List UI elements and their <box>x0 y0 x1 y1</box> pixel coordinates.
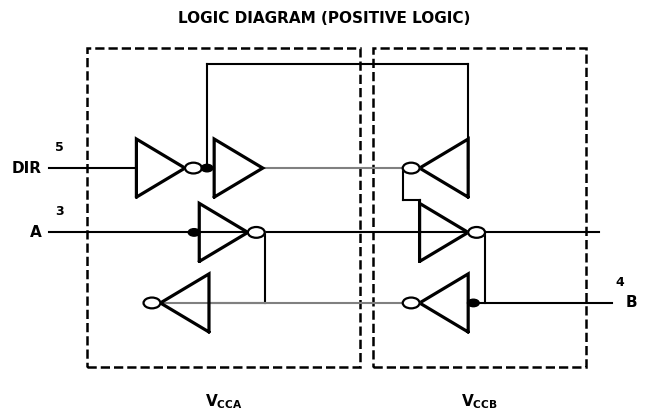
Circle shape <box>188 229 200 236</box>
Text: 4: 4 <box>616 276 625 289</box>
Circle shape <box>403 163 420 173</box>
Text: LOGIC DIAGRAM (POSITIVE LOGIC): LOGIC DIAGRAM (POSITIVE LOGIC) <box>178 11 470 26</box>
Circle shape <box>185 163 202 173</box>
Circle shape <box>403 298 420 308</box>
Text: B: B <box>625 295 637 310</box>
Circle shape <box>143 298 160 308</box>
Text: $\mathregular{V_{CCA}}$: $\mathregular{V_{CCA}}$ <box>205 392 242 411</box>
Circle shape <box>468 227 485 238</box>
Circle shape <box>468 299 480 307</box>
Text: A: A <box>30 225 42 240</box>
Text: DIR: DIR <box>12 161 42 176</box>
Text: 5: 5 <box>55 141 64 154</box>
Text: $\mathregular{V_{CCB}}$: $\mathregular{V_{CCB}}$ <box>461 392 498 411</box>
Circle shape <box>248 227 264 238</box>
Circle shape <box>201 164 213 172</box>
Text: 3: 3 <box>55 205 64 218</box>
